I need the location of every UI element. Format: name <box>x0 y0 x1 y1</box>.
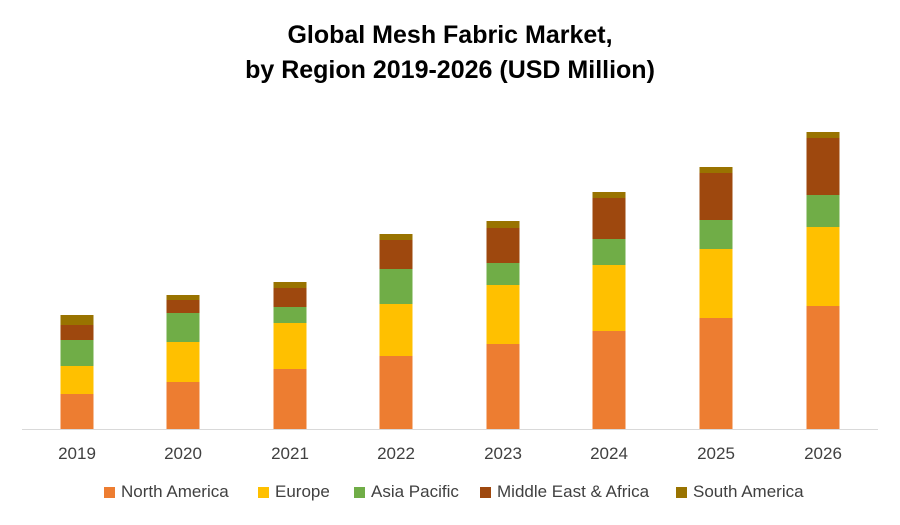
x-tick-label: 2021 <box>271 444 309 463</box>
legend-swatch <box>354 486 365 498</box>
bar-segment-2021-north-america <box>273 369 307 429</box>
bar-segment-2021-south-america <box>273 282 307 288</box>
bar-segment-2021-middle-east-africa <box>273 288 307 307</box>
bar-segment-2026-north-america <box>806 306 840 429</box>
x-tick-label: 2025 <box>697 444 735 463</box>
bar-segment-2024-middle-east-africa <box>592 198 626 239</box>
bar-segment-2026-south-america <box>806 132 840 138</box>
chart-legend: North America Europe Asia Pacific Middle Ea… <box>0 482 900 506</box>
legend-label: South America <box>693 482 804 501</box>
chart-subtitle: by Region 2019-2026 (USD Million) <box>245 56 655 84</box>
legend-item: North America <box>104 482 229 502</box>
bar-segment-2025-europe <box>699 249 733 318</box>
bar-segment-2025-north-america <box>699 318 733 429</box>
legend-label: Asia Pacific <box>371 482 459 501</box>
bar-segment-2023-europe <box>486 285 520 344</box>
legend-item: South America <box>676 482 804 502</box>
bar-segment-2022-south-america <box>379 234 413 240</box>
bar-segment-2025-asia-pacific <box>699 220 733 249</box>
legend-swatch <box>258 486 269 498</box>
legend-item: Europe <box>258 482 330 502</box>
bar-segment-2021-asia-pacific <box>273 307 307 323</box>
bar-segment-2026-europe <box>806 227 840 306</box>
bar-segment-2020-north-america <box>166 382 200 429</box>
x-tick-label: 2022 <box>377 444 415 463</box>
bar-segment-2024-north-america <box>592 331 626 429</box>
bar-segment-2024-south-america <box>592 192 626 198</box>
legend-swatch <box>676 486 687 498</box>
bar-segment-2024-europe <box>592 265 626 331</box>
bar-segment-2023-north-america <box>486 344 520 429</box>
bar-segment-2024-asia-pacific <box>592 239 626 265</box>
bar-segment-2025-middle-east-africa <box>699 173 733 220</box>
bar-segment-2022-middle-east-africa <box>379 240 413 269</box>
bar-segment-2020-middle-east-africa <box>166 300 200 313</box>
bar-segment-2019-north-america <box>60 394 94 429</box>
bar-segment-2020-south-america <box>166 295 200 300</box>
x-tick-label: 2026 <box>804 444 842 463</box>
bar-segment-2022-europe <box>379 304 413 356</box>
bar-segment-2022-asia-pacific <box>379 269 413 304</box>
bar-segment-2019-asia-pacific <box>60 340 94 366</box>
legend-swatch <box>480 486 491 498</box>
legend-swatch <box>104 486 115 498</box>
bar-segment-2019-middle-east-africa <box>60 325 94 340</box>
x-tick-label: 2020 <box>164 444 202 463</box>
legend-item: Middle East & Africa <box>480 482 649 502</box>
legend-label: North America <box>121 482 229 501</box>
bar-segment-2025-south-america <box>699 167 733 173</box>
x-tick-label: 2023 <box>484 444 522 463</box>
bar-segment-2022-north-america <box>379 356 413 429</box>
chart-title: Global Mesh Fabric Market, <box>287 21 613 49</box>
bar-segment-2026-middle-east-africa <box>806 138 840 195</box>
bar-segment-2023-middle-east-africa <box>486 228 520 263</box>
bar-segment-2023-asia-pacific <box>486 263 520 285</box>
bar-segment-2020-asia-pacific <box>166 313 200 342</box>
stacked-bar-chart: 2019 2020 2021 2022 2023 2024 2025 2026 <box>22 132 878 463</box>
bar-segment-2020-europe <box>166 342 200 382</box>
legend-label: Middle East & Africa <box>497 482 650 501</box>
bar-segment-2023-south-america <box>486 221 520 228</box>
bar-segment-2021-europe <box>273 323 307 369</box>
x-tick-label: 2024 <box>590 444 628 463</box>
bar-segment-2019-europe <box>60 366 94 394</box>
x-tick-label: 2019 <box>58 444 96 463</box>
bar-segment-2019-south-america <box>60 315 94 325</box>
legend-item: Asia Pacific <box>354 482 459 502</box>
bar-segment-2026-asia-pacific <box>806 195 840 227</box>
legend-label: Europe <box>275 482 330 501</box>
